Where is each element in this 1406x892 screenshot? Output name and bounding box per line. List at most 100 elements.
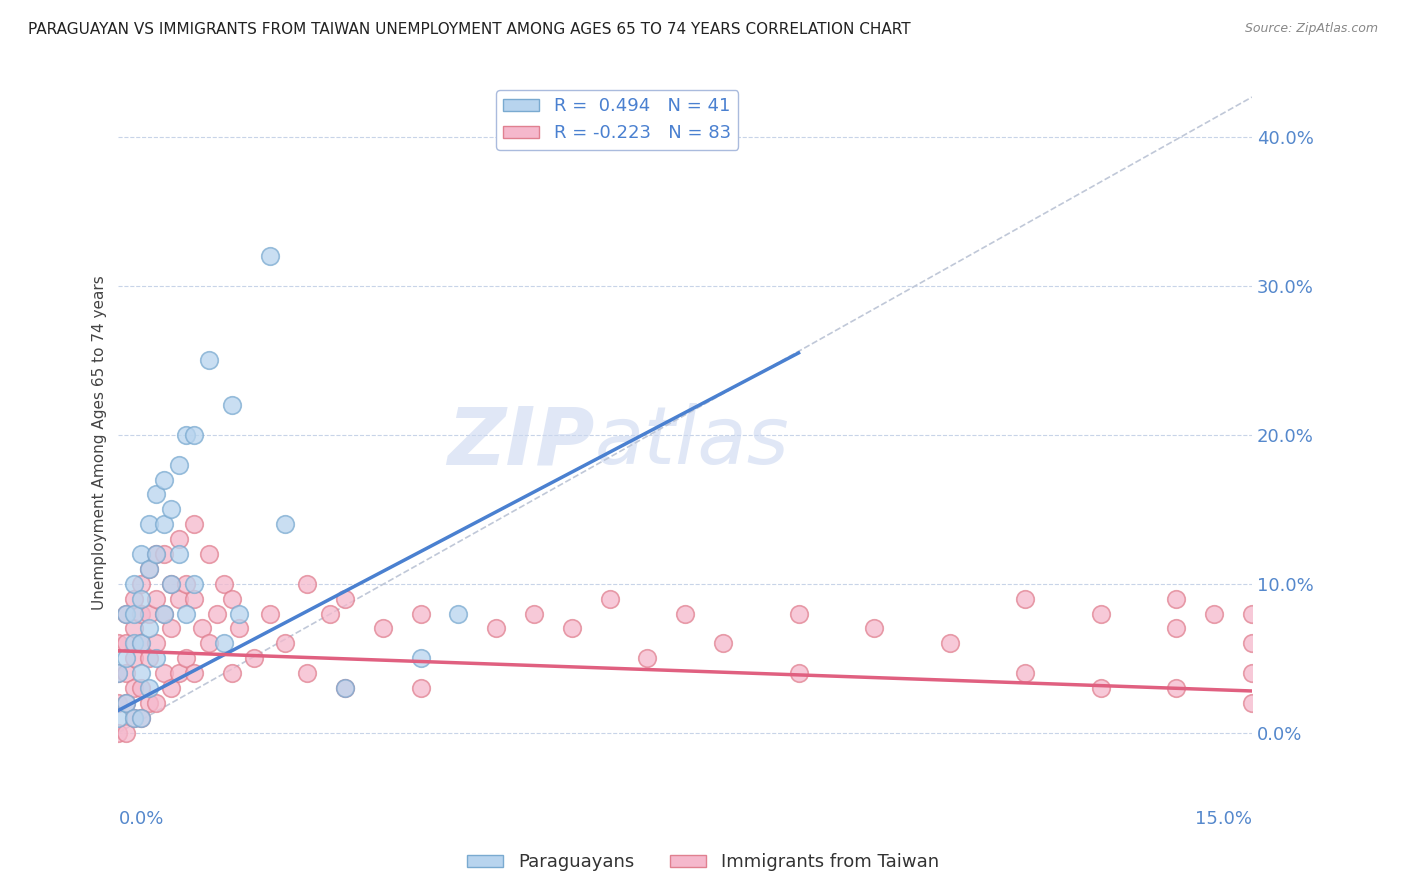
Point — [145, 547, 167, 561]
Point — [122, 711, 145, 725]
Point — [198, 353, 221, 368]
Point — [212, 576, 235, 591]
Point — [160, 622, 183, 636]
Point — [145, 696, 167, 710]
Point — [273, 517, 295, 532]
Text: 0.0%: 0.0% — [118, 810, 165, 828]
Text: ZIP: ZIP — [447, 403, 595, 482]
Point — [636, 651, 658, 665]
Point — [523, 607, 546, 621]
Point — [1240, 607, 1263, 621]
Text: Source: ZipAtlas.com: Source: ZipAtlas.com — [1244, 22, 1378, 36]
Point — [129, 547, 152, 561]
Point — [160, 576, 183, 591]
Point — [129, 607, 152, 621]
Point — [711, 636, 734, 650]
Point — [138, 651, 160, 665]
Point — [145, 636, 167, 650]
Point — [107, 636, 129, 650]
Point — [129, 666, 152, 681]
Point — [485, 622, 508, 636]
Point — [243, 651, 266, 665]
Point — [198, 636, 221, 650]
Point — [221, 591, 243, 606]
Point — [228, 607, 250, 621]
Point — [190, 622, 212, 636]
Point — [122, 576, 145, 591]
Point — [115, 636, 138, 650]
Text: atlas: atlas — [595, 403, 789, 482]
Point — [145, 651, 167, 665]
Point — [115, 666, 138, 681]
Point — [259, 249, 281, 263]
Point — [138, 517, 160, 532]
Point — [167, 666, 190, 681]
Point — [183, 576, 205, 591]
Point — [160, 576, 183, 591]
Point — [145, 547, 167, 561]
Point — [297, 666, 319, 681]
Point — [447, 607, 470, 621]
Point — [221, 666, 243, 681]
Point — [167, 547, 190, 561]
Point — [115, 725, 138, 739]
Point — [122, 607, 145, 621]
Point — [152, 473, 174, 487]
Point — [787, 666, 810, 681]
Point — [138, 681, 160, 695]
Legend: R =  0.494   N = 41, R = -0.223   N = 83: R = 0.494 N = 41, R = -0.223 N = 83 — [496, 90, 738, 150]
Point — [138, 562, 160, 576]
Point — [115, 607, 138, 621]
Point — [333, 681, 356, 695]
Point — [138, 562, 160, 576]
Point — [183, 517, 205, 532]
Point — [145, 487, 167, 501]
Point — [122, 711, 145, 725]
Point — [183, 666, 205, 681]
Point — [122, 636, 145, 650]
Text: 15.0%: 15.0% — [1195, 810, 1251, 828]
Point — [129, 681, 152, 695]
Point — [409, 651, 432, 665]
Point — [221, 398, 243, 412]
Point — [176, 607, 198, 621]
Point — [152, 607, 174, 621]
Point — [115, 696, 138, 710]
Point — [273, 636, 295, 650]
Point — [115, 607, 138, 621]
Point — [167, 532, 190, 546]
Text: PARAGUAYAN VS IMMIGRANTS FROM TAIWAN UNEMPLOYMENT AMONG AGES 65 TO 74 YEARS CORR: PARAGUAYAN VS IMMIGRANTS FROM TAIWAN UNE… — [28, 22, 911, 37]
Point — [115, 696, 138, 710]
Point — [138, 607, 160, 621]
Point — [107, 711, 129, 725]
Point — [129, 591, 152, 606]
Point — [599, 591, 621, 606]
Point — [167, 591, 190, 606]
Point — [107, 666, 129, 681]
Point — [122, 651, 145, 665]
Point — [1090, 681, 1112, 695]
Point — [107, 696, 129, 710]
Point — [333, 681, 356, 695]
Point — [129, 636, 152, 650]
Point — [228, 622, 250, 636]
Point — [1166, 622, 1188, 636]
Point — [138, 622, 160, 636]
Point — [152, 547, 174, 561]
Point — [115, 651, 138, 665]
Point — [145, 591, 167, 606]
Point — [129, 576, 152, 591]
Point — [122, 591, 145, 606]
Point — [205, 607, 228, 621]
Point — [409, 681, 432, 695]
Point — [673, 607, 696, 621]
Point — [212, 636, 235, 650]
Point — [1014, 666, 1036, 681]
Point — [1166, 681, 1188, 695]
Point — [297, 576, 319, 591]
Point — [152, 666, 174, 681]
Point — [1090, 607, 1112, 621]
Point — [152, 517, 174, 532]
Point — [176, 427, 198, 442]
Point — [1240, 666, 1263, 681]
